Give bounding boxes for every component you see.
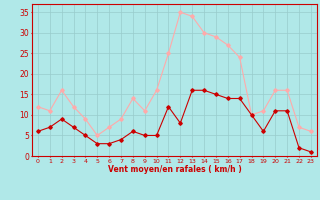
X-axis label: Vent moyen/en rafales ( km/h ): Vent moyen/en rafales ( km/h )	[108, 165, 241, 174]
